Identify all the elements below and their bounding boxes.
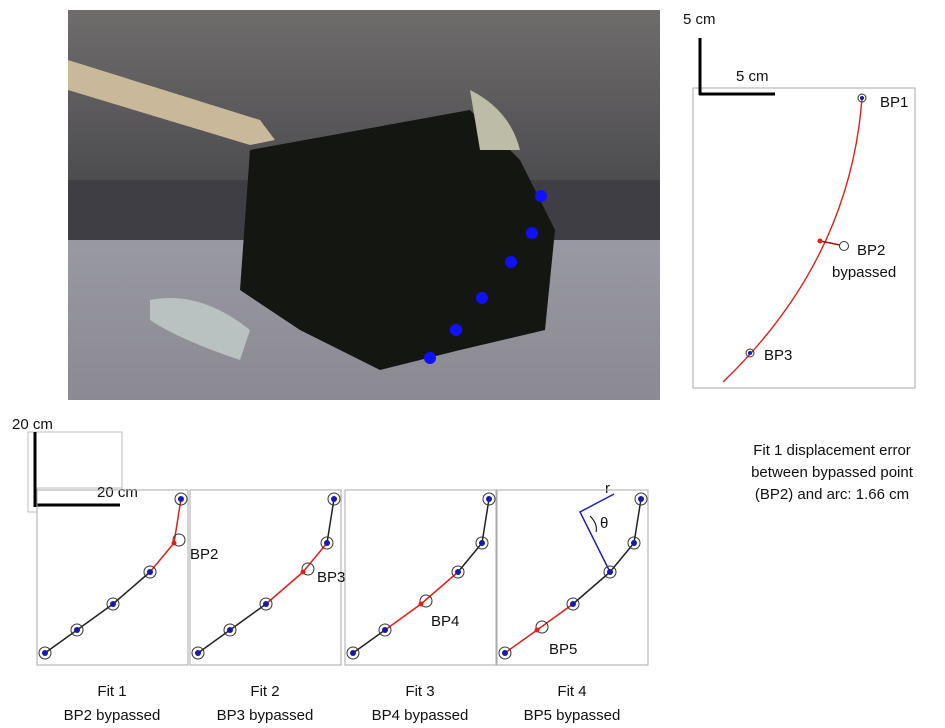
arc-segment <box>77 604 113 630</box>
point-label: BP2 <box>857 242 885 259</box>
marker <box>74 627 80 633</box>
arc-segment <box>266 572 303 604</box>
point-label: BP3 <box>317 569 345 586</box>
marker <box>486 496 492 502</box>
point-label: BP4 <box>431 613 459 630</box>
marker <box>147 569 153 575</box>
arc-segment <box>174 499 181 543</box>
marker <box>42 650 48 656</box>
arc-segment <box>634 499 641 543</box>
marker <box>455 569 461 575</box>
panel-caption: BP4 bypassed <box>372 707 469 724</box>
fit-point <box>301 570 306 575</box>
point-label: BP3 <box>764 347 792 364</box>
scale-label: 20 cm <box>12 416 53 433</box>
marker <box>607 569 613 575</box>
marker <box>382 627 388 633</box>
panel-frame <box>497 490 648 665</box>
photo <box>68 10 660 400</box>
point-label: BP1 <box>880 94 908 111</box>
point-label: bypassed <box>832 264 896 281</box>
point-label: BP5 <box>549 641 577 658</box>
arc-segment <box>482 499 489 543</box>
bottom-panels: 20 cm 20 cm r θ <box>12 416 614 572</box>
marker <box>263 601 269 607</box>
arc-segment <box>327 499 334 543</box>
marker <box>110 601 116 607</box>
marker <box>331 496 337 502</box>
figure: 5 cm 5 cm BP1 BP2 bypassed BP3 Fit 1 dis… <box>0 0 945 728</box>
panel-caption: BP3 bypassed <box>217 707 314 724</box>
panel-frame <box>345 490 496 665</box>
annotation: θ <box>600 515 608 532</box>
arc-segment <box>537 604 573 630</box>
fit-point <box>535 628 540 633</box>
scale-label: 5 cm <box>683 11 716 28</box>
panel-frame <box>37 490 188 665</box>
marker <box>479 540 485 546</box>
scale-label: 5 cm <box>736 68 769 85</box>
scale-label: 20 cm <box>97 484 138 501</box>
fit-label: Fit 2 <box>250 683 279 700</box>
arc-segment <box>113 572 150 604</box>
arc-segment <box>385 604 421 630</box>
fit-point <box>172 541 177 546</box>
annotation: r <box>605 480 610 497</box>
arc-segment <box>573 572 610 604</box>
arc-segment <box>421 572 458 604</box>
marker <box>178 496 184 502</box>
fit-label: Fit 3 <box>405 683 434 700</box>
fit-label: Fit 1 <box>97 683 126 700</box>
caption: Fit 1 displacement error <box>753 442 911 459</box>
marker <box>638 496 644 502</box>
marker <box>195 650 201 656</box>
marker <box>324 540 330 546</box>
marker <box>631 540 637 546</box>
panel-caption: BP2 bypassed <box>64 707 161 724</box>
marker <box>570 601 576 607</box>
panel-caption: BP5 bypassed <box>524 707 621 724</box>
fit-label: Fit 4 <box>557 683 586 700</box>
fit-point <box>419 602 424 607</box>
point-label: BP2 <box>190 546 218 563</box>
caption: (BP2) and arc: 1.66 cm <box>755 486 909 503</box>
marker <box>350 650 356 656</box>
marker <box>502 650 508 656</box>
caption: between bypassed point <box>751 464 914 481</box>
marker <box>227 627 233 633</box>
arc-segment <box>230 604 266 630</box>
right-panel: 5 cm 5 cm BP1 BP2 bypassed BP3 Fit 1 dis… <box>683 11 915 503</box>
